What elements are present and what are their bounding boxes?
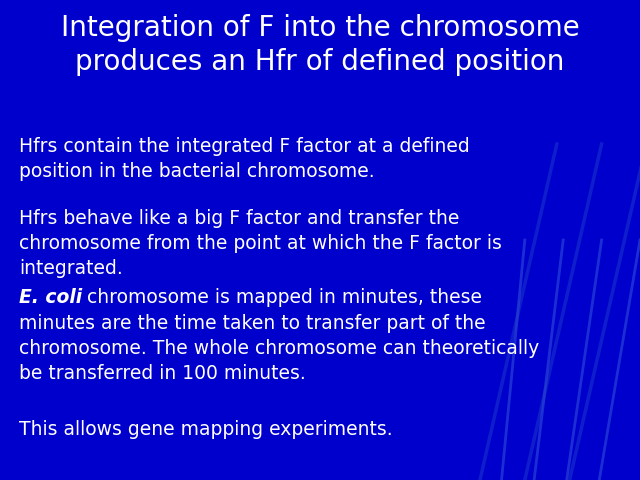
Text: E. coli: E. coli xyxy=(19,288,83,307)
Text: Hfrs contain the integrated F factor at a defined
position in the bacterial chro: Hfrs contain the integrated F factor at … xyxy=(19,137,470,181)
Text: chromosome is mapped in minutes, these: chromosome is mapped in minutes, these xyxy=(81,288,483,307)
Text: minutes are the time taken to transfer part of the
chromosome. The whole chromos: minutes are the time taken to transfer p… xyxy=(19,314,540,383)
Text: Integration of F into the chromosome
produces an Hfr of defined position: Integration of F into the chromosome pro… xyxy=(61,14,579,76)
Text: This allows gene mapping experiments.: This allows gene mapping experiments. xyxy=(19,420,393,439)
Text: Hfrs behave like a big F factor and transfer the
chromosome from the point at wh: Hfrs behave like a big F factor and tran… xyxy=(19,209,502,278)
